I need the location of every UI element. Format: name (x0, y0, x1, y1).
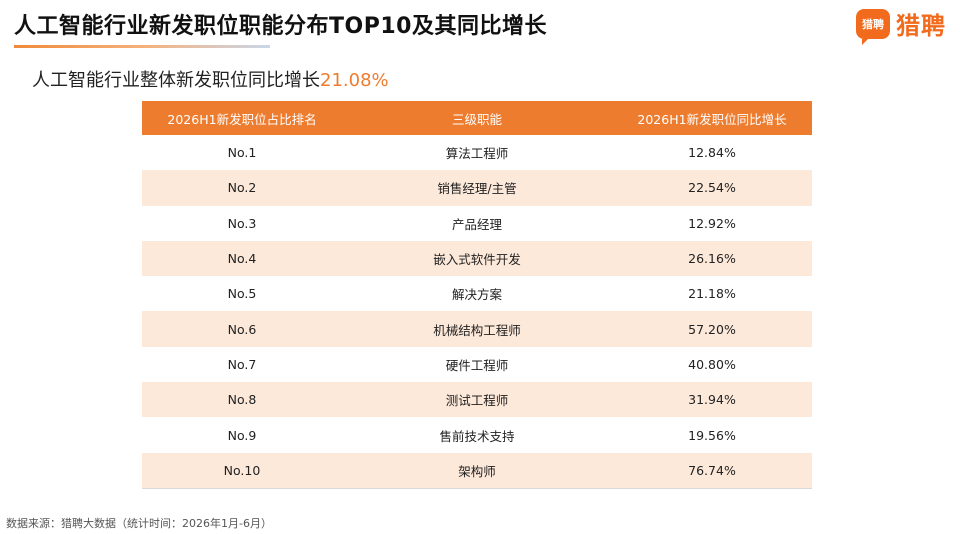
subtitle-text: 人工智能行业整体新发职位同比增长 (32, 70, 320, 91)
title-underline (14, 45, 270, 48)
cell-function: 硬件工程师 (342, 346, 612, 383)
cell-growth: 21.18% (612, 276, 812, 312)
table-row: No.5 解决方案 21.18% (142, 276, 812, 312)
brand-name: 猎聘 (896, 12, 946, 40)
subtitle-growth-rate: 21.08% (320, 70, 389, 91)
cell-growth: 12.84% (612, 135, 812, 171)
table-row: No.8 测试工程师 31.94% (142, 382, 812, 418)
cell-function: 算法工程师 (342, 135, 612, 171)
table-row: No.3 产品经理 12.92% (142, 205, 812, 241)
cell-rank: No.4 (142, 240, 342, 277)
function-growth-table: 2026H1新发职位占比排名 三级职能 2026H1新发职位同比增长 No.1 … (142, 101, 812, 489)
cell-rank: No.5 (142, 276, 342, 312)
cell-function: 测试工程师 (342, 382, 612, 418)
cell-growth: 31.94% (612, 382, 812, 418)
cell-growth: 19.56% (612, 417, 812, 453)
cell-function: 解决方案 (342, 276, 612, 312)
table-row: No.10 架构师 76.74% (142, 452, 812, 489)
table-row: No.4 嵌入式软件开发 26.16% (142, 240, 812, 277)
cell-function: 产品经理 (342, 205, 612, 241)
cell-function: 架构师 (342, 452, 612, 489)
cell-growth: 57.20% (612, 311, 812, 347)
table-row: No.2 销售经理/主管 22.54% (142, 170, 812, 206)
cell-growth: 76.74% (612, 452, 812, 489)
table-header-row: 2026H1新发职位占比排名 三级职能 2026H1新发职位同比增长 (142, 101, 812, 135)
header-function: 三级职能 (342, 101, 612, 135)
cell-rank: No.1 (142, 135, 342, 171)
data-source-note: 数据来源：猎聘大数据（统计时间：2026年1月-6月） (6, 517, 272, 530)
brand-chat-icon: 猎聘 (856, 8, 890, 45)
cell-rank: No.6 (142, 311, 342, 347)
header-growth: 2026H1新发职位同比增长 (612, 101, 812, 135)
cell-growth: 12.92% (612, 205, 812, 241)
cell-rank: No.3 (142, 205, 342, 241)
table-row: No.9 售前技术支持 19.56% (142, 417, 812, 453)
cell-growth: 22.54% (612, 170, 812, 206)
table-row: No.6 机械结构工程师 57.20% (142, 311, 812, 347)
brand-badge-text: 猎聘 (862, 17, 884, 31)
header-rank: 2026H1新发职位占比排名 (142, 101, 342, 135)
cell-growth: 40.80% (612, 346, 812, 383)
cell-rank: No.8 (142, 382, 342, 418)
table-row: No.7 硬件工程师 40.80% (142, 346, 812, 383)
cell-rank: No.2 (142, 170, 342, 206)
page-title: 人工智能行业新发职位职能分布TOP10及其同比增长 (14, 14, 547, 39)
cell-rank: No.7 (142, 346, 342, 383)
cell-function: 嵌入式软件开发 (342, 240, 612, 277)
cell-rank: No.10 (142, 452, 342, 489)
cell-function: 机械结构工程师 (342, 311, 612, 347)
cell-rank: No.9 (142, 417, 342, 453)
cell-growth: 26.16% (612, 240, 812, 277)
subtitle: 人工智能行业整体新发职位同比增长21.08% (32, 66, 389, 92)
table-row: No.1 算法工程师 12.84% (142, 135, 812, 171)
cell-function: 售前技术支持 (342, 417, 612, 453)
cell-function: 销售经理/主管 (342, 170, 612, 206)
brand-logo: 猎聘 猎聘 (856, 6, 946, 45)
